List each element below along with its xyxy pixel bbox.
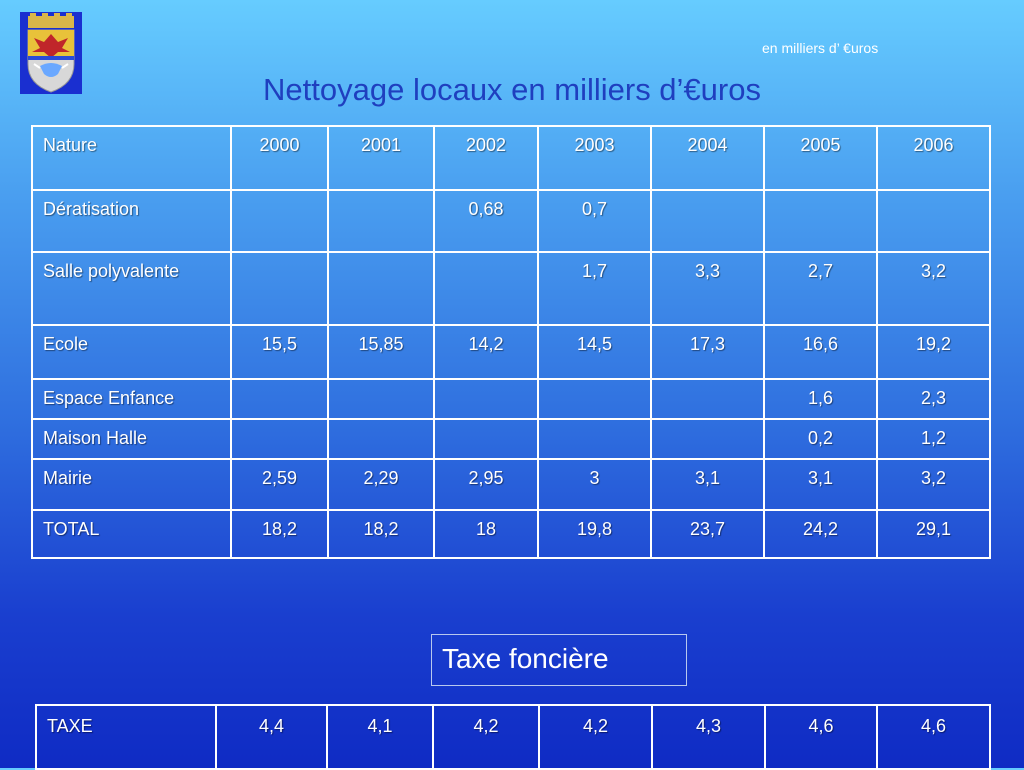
table-cell [230, 251, 329, 326]
table-cell: 3,2 [876, 251, 991, 326]
table-row: TAXE 4,4 4,1 4,2 4,2 4,3 4,6 4,6 [35, 704, 991, 770]
table-cell [230, 378, 329, 420]
table-cell [433, 378, 539, 420]
table-row: Salle polyvalente 1,7 3,3 2,7 3,2 [31, 251, 991, 326]
table-cell: 1,2 [876, 418, 991, 460]
table-cell: 18,2 [327, 509, 435, 559]
table-cell: 3,3 [650, 251, 765, 326]
table-cell: 4,3 [651, 704, 766, 770]
table-total-row: TOTAL 18,2 18,2 18 19,8 23,7 24,2 29,1 [31, 509, 991, 559]
row-label: TAXE [35, 704, 217, 770]
table-cell: 4,1 [326, 704, 434, 770]
header-cell: Nature [31, 125, 232, 191]
header-cell: 2001 [327, 125, 435, 191]
table-cell: 0,7 [537, 189, 652, 253]
table-cell: 3 [537, 458, 652, 511]
table-row: Maison Halle 0,2 1,2 [31, 418, 991, 460]
table-cell: 4,4 [215, 704, 328, 770]
table-cell: 16,6 [763, 324, 878, 380]
table-cell [537, 378, 652, 420]
table-cell: 4,6 [876, 704, 991, 770]
table-cell: 3,1 [650, 458, 765, 511]
header-cell: 2004 [650, 125, 765, 191]
header-cell: 2002 [433, 125, 539, 191]
table-cell [327, 251, 435, 326]
table-cell: 4,6 [764, 704, 878, 770]
table-cell: 29,1 [876, 509, 991, 559]
header-cell: 2003 [537, 125, 652, 191]
header-cell: 2000 [230, 125, 329, 191]
header-cell: 2005 [763, 125, 878, 191]
table-cell: 2,7 [763, 251, 878, 326]
taxe-fonciere-label: Taxe foncière [431, 634, 687, 686]
table-row: Espace Enfance 1,6 2,3 [31, 378, 991, 420]
row-label: TOTAL [31, 509, 232, 559]
table-cell [327, 189, 435, 253]
table-cell [876, 189, 991, 253]
table-cell: 24,2 [763, 509, 878, 559]
coat-of-arms-icon [20, 12, 82, 94]
table-cell: 4,2 [538, 704, 653, 770]
table-cell: 19,2 [876, 324, 991, 380]
table-row: Mairie 2,59 2,29 2,95 3 3,1 3,1 3,2 [31, 458, 991, 511]
table-cell [650, 378, 765, 420]
table-row: Ecole 15,5 15,85 14,2 14,5 17,3 16,6 19,… [31, 324, 991, 380]
table-cell [433, 418, 539, 460]
table-cell: 19,8 [537, 509, 652, 559]
table-cell: 1,7 [537, 251, 652, 326]
row-label: Espace Enfance [31, 378, 232, 420]
table-cell: 3,2 [876, 458, 991, 511]
table-cell: 15,85 [327, 324, 435, 380]
row-label: Mairie [31, 458, 232, 511]
table-cell [327, 378, 435, 420]
table-cell [537, 418, 652, 460]
table-cell: 2,95 [433, 458, 539, 511]
table-cell: 23,7 [650, 509, 765, 559]
table-cell: 1,6 [763, 378, 878, 420]
table-cell: 18,2 [230, 509, 329, 559]
table-cell [230, 418, 329, 460]
table-cell: 2,3 [876, 378, 991, 420]
table-cell: 14,2 [433, 324, 539, 380]
table-cell [327, 418, 435, 460]
table-cell: 15,5 [230, 324, 329, 380]
table-cell [230, 189, 329, 253]
table-cell: 4,2 [432, 704, 540, 770]
table-row: Dératisation 0,68 0,7 [31, 189, 991, 253]
units-note: en milliers d’ €uros [762, 40, 879, 56]
row-label: Ecole [31, 324, 232, 380]
tax-table: TAXE 4,4 4,1 4,2 4,2 4,3 4,6 4,6 [35, 704, 991, 770]
table-cell [433, 251, 539, 326]
table-cell [650, 418, 765, 460]
table-header-row: Nature 2000 2001 2002 2003 2004 2005 200… [31, 125, 991, 191]
table-cell: 2,59 [230, 458, 329, 511]
table-cell [650, 189, 765, 253]
cleaning-costs-table: Nature 2000 2001 2002 2003 2004 2005 200… [31, 125, 991, 559]
table-cell: 0,68 [433, 189, 539, 253]
table-cell: 14,5 [537, 324, 652, 380]
table-cell: 0,2 [763, 418, 878, 460]
page-title: Nettoyage locaux en milliers d’€uros [263, 72, 761, 107]
table-cell: 2,29 [327, 458, 435, 511]
table-cell: 3,1 [763, 458, 878, 511]
table-cell: 17,3 [650, 324, 765, 380]
table-cell [763, 189, 878, 253]
row-label: Maison Halle [31, 418, 232, 460]
row-label: Dératisation [31, 189, 232, 253]
row-label: Salle polyvalente [31, 251, 232, 326]
table-cell: 18 [433, 509, 539, 559]
header-cell: 2006 [876, 125, 991, 191]
